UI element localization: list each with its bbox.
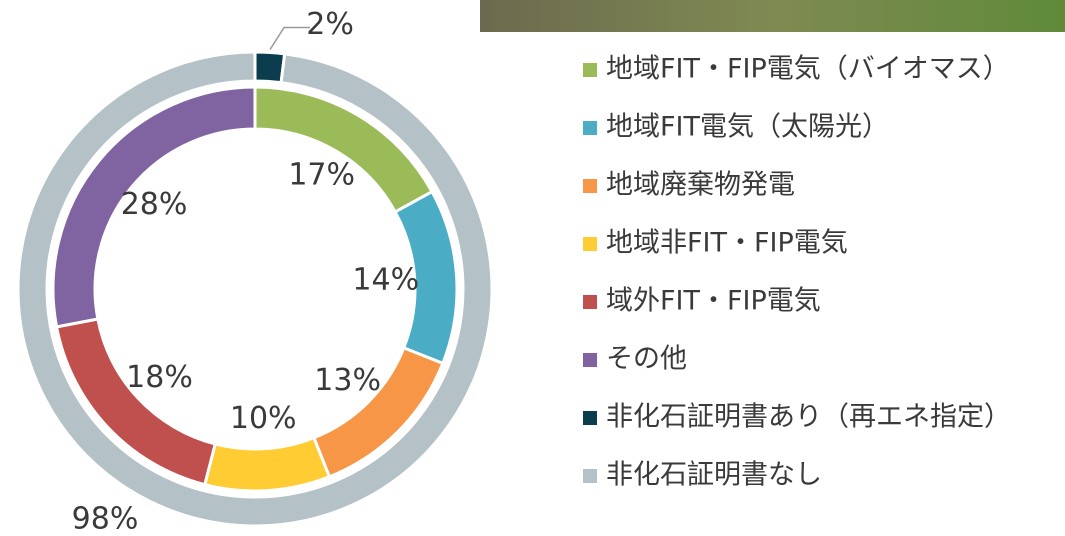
value-label: 28% — [121, 187, 188, 222]
value-label: 17% — [288, 158, 355, 193]
legend-label: 地域非FIT・FIP電気 — [606, 228, 848, 259]
legend: 地域FIT・FIP電気（バイオマス） 地域FIT電気（太陽光） 地域廃棄物発電地域非… — [583, 54, 1011, 491]
legend-swatch — [583, 295, 597, 309]
legend-swatch — [583, 469, 597, 483]
value-label: 14% — [352, 262, 419, 297]
legend-swatch — [583, 179, 597, 193]
legend-label: 非化石証明書あり（再エネ指定） — [606, 402, 1011, 433]
legend-swatch — [583, 121, 597, 135]
legend-label: その他 — [606, 344, 687, 375]
legend-label: 地域FIT電気（太陽光） — [606, 112, 889, 143]
value-label: 2% — [306, 7, 354, 42]
donut-segment — [205, 438, 330, 491]
legend-swatch — [583, 63, 597, 77]
leader-line — [270, 27, 310, 49]
donut: 17% 14% 13% 10% 18% 28% 2% 98% — [18, 7, 492, 536]
legend-swatch — [583, 411, 597, 425]
value-label: 98% — [72, 502, 139, 536]
legend-label: 域外FIT・FIP電気 — [606, 286, 821, 317]
legend-swatch — [583, 237, 597, 251]
legend-label: 非化石証明書なし — [606, 460, 822, 491]
photo — [480, 0, 1065, 32]
value-label: 10% — [230, 401, 297, 436]
legend-label: 地域FIT・FIP電気（バイオマス） — [606, 54, 1010, 85]
chart: 17% 14% 13% 10% 18% 28% 2% 98% 地域FIT・FIP電気（バイオマ… — [0, 0, 1065, 536]
value-label: 18% — [126, 360, 193, 395]
legend-swatch — [583, 353, 597, 367]
legend-label: 地域廃棄物発電 — [606, 170, 795, 201]
value-label: 13% — [314, 363, 381, 398]
